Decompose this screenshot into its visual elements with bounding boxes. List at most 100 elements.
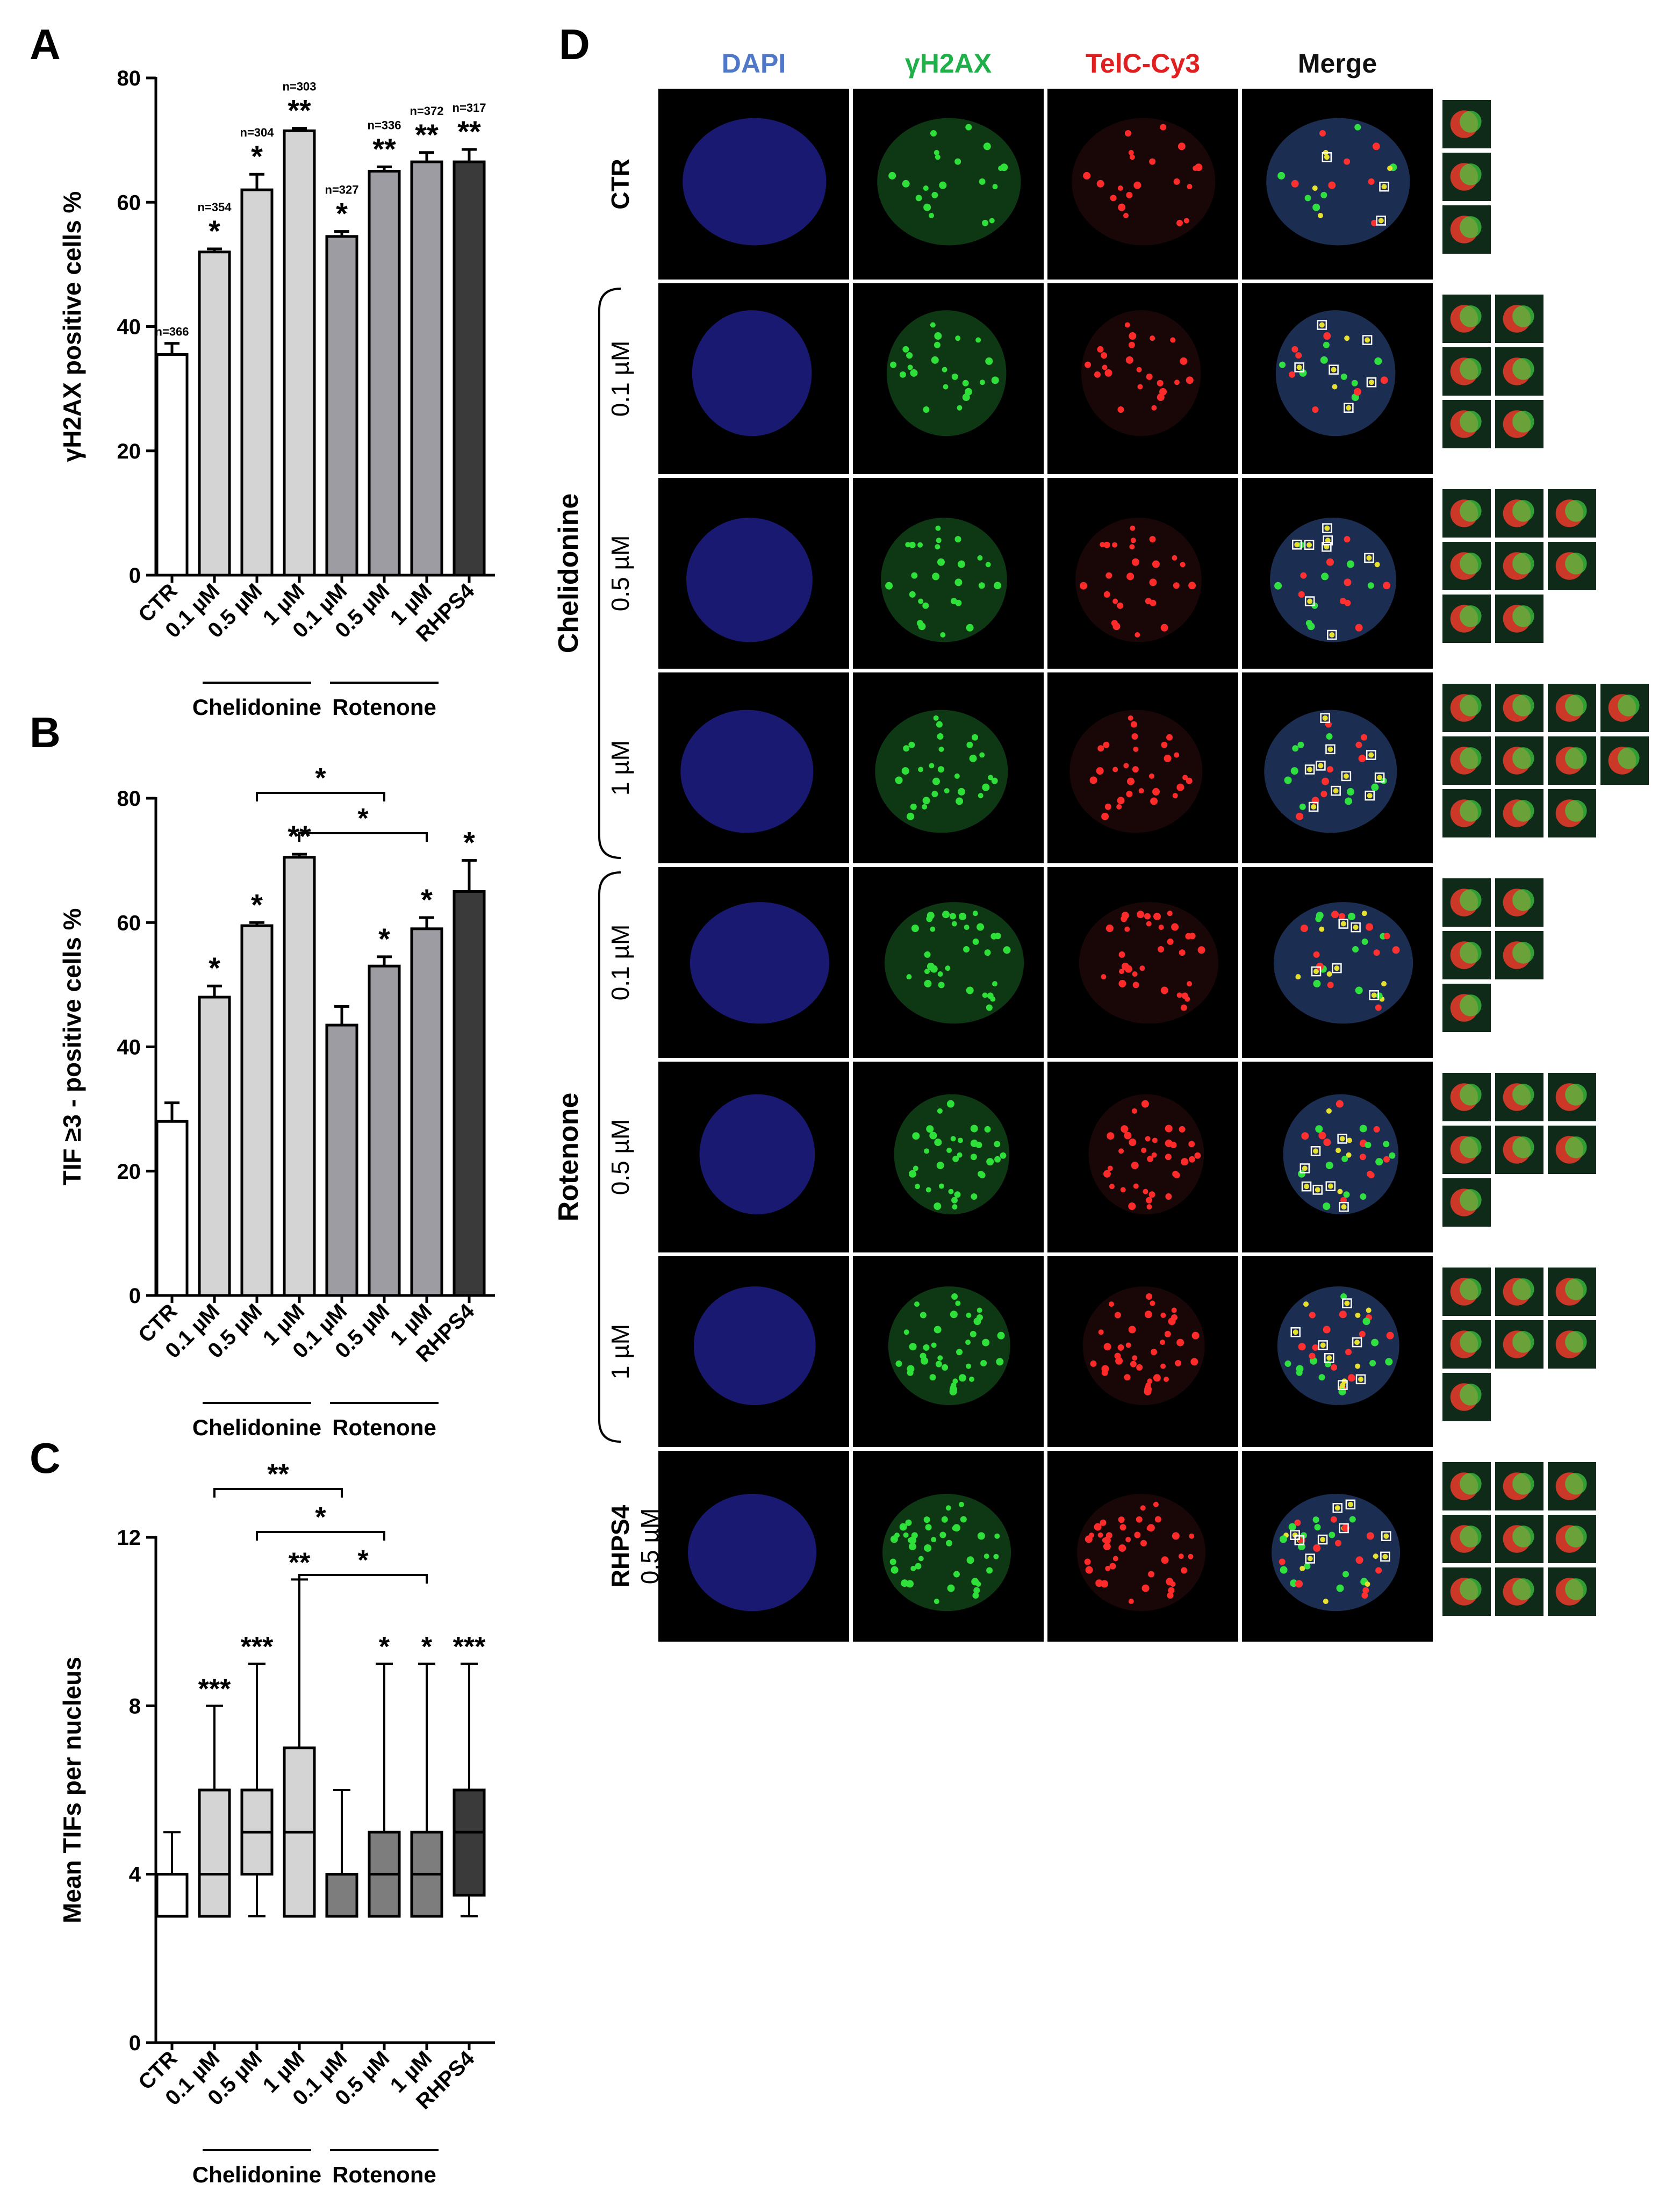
D-foci [1123,212,1129,218]
D-foci [957,560,965,568]
D-foci [952,1204,958,1210]
D-foci [1163,1376,1169,1382]
D-foci [987,992,994,999]
D-colocalization-box [1338,919,1348,929]
D-inset-gh2ax [1565,500,1587,522]
D-foci [1385,1358,1393,1366]
D-foci [1151,1152,1157,1158]
D-row-label: 0.1 µM [606,925,634,1001]
B-bar [240,924,274,1297]
D-foci [935,544,940,550]
D-foci [1131,733,1138,740]
D-foci [1337,1188,1343,1194]
D-inset-gh2ax [1512,411,1534,433]
D-foci [984,949,991,956]
D-foci [1320,191,1327,198]
D-foci [1147,1524,1155,1532]
D-foci [1358,754,1366,762]
D-foci [1348,912,1356,920]
D-foci [889,1558,896,1565]
D-foci [1105,1565,1111,1571]
D-nucleus [683,118,827,246]
D-foci [994,1156,1001,1163]
D-foci [1324,154,1330,160]
D-foci [972,1592,979,1599]
D-colocalization-box [1304,596,1315,606]
D-inset [1547,1514,1597,1564]
D-foci [1373,1553,1379,1559]
D-inset-gh2ax [1460,553,1482,575]
D-colocalization-box [1305,1553,1316,1564]
D-foci [909,1343,917,1351]
D-foci [1320,1342,1326,1348]
D-inset-gh2ax [1460,1473,1482,1495]
D-foci [1151,1349,1158,1356]
D-foci [1146,921,1152,927]
D-foci [1100,542,1105,548]
D-foci [1118,979,1126,987]
D-foci [959,912,967,920]
D-foci [1119,1524,1126,1531]
D-foci [1315,1187,1320,1193]
A-n-label: n=354 [198,201,232,214]
D-foci [1368,1172,1375,1179]
D-foci [1160,124,1167,131]
D-colocalization-box [1342,1298,1352,1308]
D-colocalization-box [1364,553,1374,563]
D-foci [1312,185,1318,191]
B-bar [283,856,316,1297]
D-foci [1327,1183,1333,1189]
D-foci [931,356,939,364]
D-foci [1179,949,1186,956]
D-foci [1329,632,1335,638]
D-colocalization-box [1325,744,1336,755]
D-colocalization-box [1320,713,1330,724]
D-foci [1102,364,1108,370]
D-foci [903,1532,909,1538]
D-foci [1346,405,1352,411]
D-foci [933,715,939,721]
D-foci [934,1599,939,1605]
A-significance-mark: * [209,214,220,248]
D-foci [964,925,970,930]
D-foci [1173,178,1180,185]
D-inset-gh2ax [1460,1578,1482,1600]
D-nucleus [881,518,1007,642]
D-foci [937,971,943,977]
D-foci [1124,1132,1132,1140]
D-foci [1103,741,1110,748]
D-nucleus [1270,518,1396,642]
D-foci [966,986,974,994]
D-colocalization-box [1374,772,1385,783]
D-foci [1339,598,1346,605]
D-foci [925,1524,932,1531]
D-foci [1114,1312,1121,1319]
D-foci [923,203,931,211]
D-foci [937,558,945,566]
D-foci [1167,1592,1174,1599]
D-foci [1191,1331,1200,1340]
D-foci [1349,1516,1356,1523]
D-inset-gh2ax [1512,1526,1534,1548]
D-foci [1149,536,1156,543]
D-inset-gh2ax [1460,800,1482,822]
D-nucleus [882,1494,1011,1612]
D-foci [1094,371,1101,378]
B-y-axis-title: TIF ≥3 - positive cells % [58,908,86,1185]
D-foci [1118,203,1126,211]
D-foci [1180,357,1188,365]
D-foci [1140,1540,1147,1546]
D-foci [923,406,930,413]
D-foci [1165,1193,1172,1200]
D-foci [1361,938,1368,945]
D-foci [1392,946,1400,954]
D-foci [965,388,973,396]
A-y-axis-title: γH2AX positive cells % [58,191,86,462]
D-foci [929,212,935,218]
D-inset-gh2ax [1565,694,1587,717]
D-foci [1345,797,1353,805]
D-column-header: Merge [1298,48,1377,78]
D-row-label: RHPS4 [606,1505,634,1587]
D-foci [937,766,944,773]
B-group-label: Chelidonine [192,1415,321,1440]
